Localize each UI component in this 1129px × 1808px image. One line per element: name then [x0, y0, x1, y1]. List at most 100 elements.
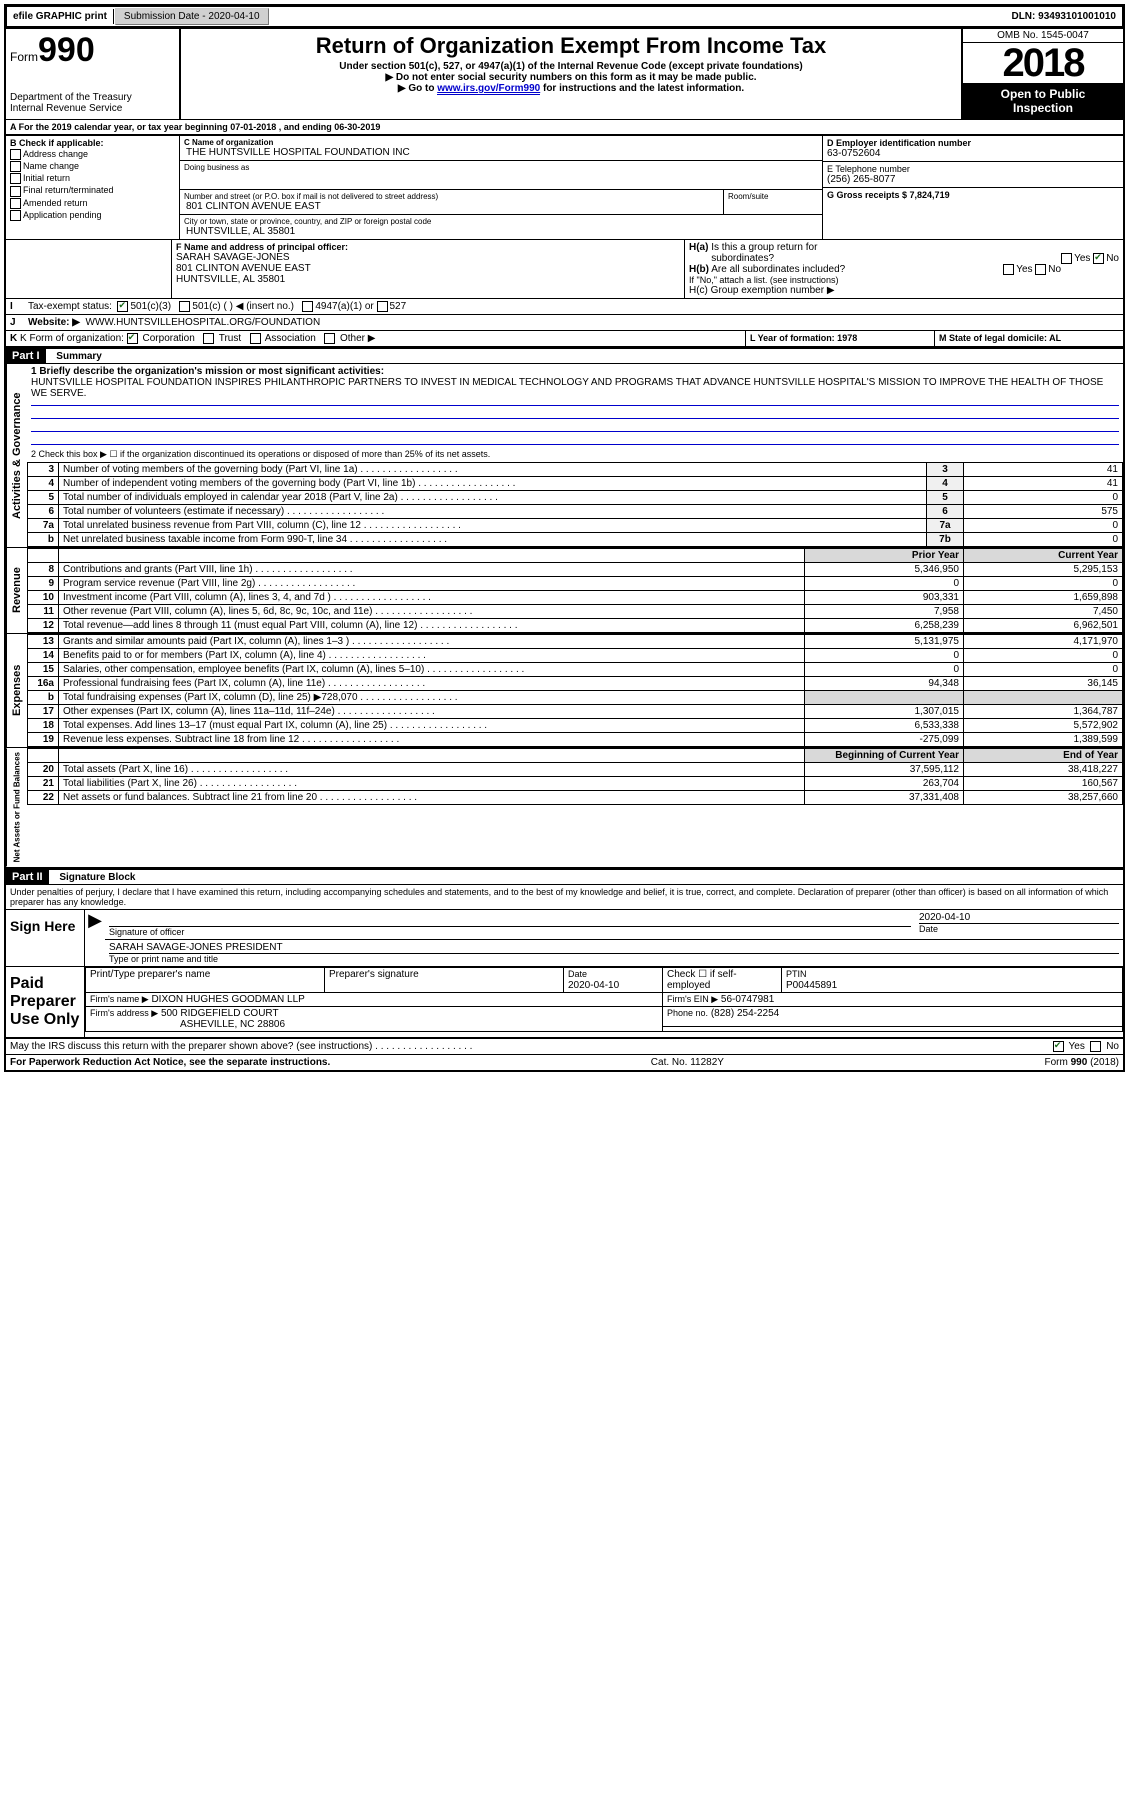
- part2-label: Part II: [6, 870, 49, 884]
- table-row: 18Total expenses. Add lines 13–17 (must …: [28, 719, 1123, 733]
- expenses-section: Expenses 13Grants and similar amounts pa…: [6, 633, 1123, 747]
- sign-here-block: Sign Here ▶ Signature of officer 2020-04…: [6, 909, 1123, 967]
- amended-return-checkbox[interactable]: Amended return: [10, 198, 175, 209]
- assoc-checkbox[interactable]: [250, 333, 261, 344]
- table-row: 14Benefits paid to or for members (Part …: [28, 649, 1123, 663]
- officer-name-label: Type or print name and title: [109, 953, 1119, 964]
- 4947-checkbox[interactable]: [302, 301, 313, 312]
- hb-note: If "No," attach a list. (see instruction…: [689, 275, 1119, 285]
- check-if-applicable-label: B Check if applicable:: [10, 138, 104, 148]
- table-row: 20Total assets (Part X, line 16)37,595,1…: [28, 763, 1123, 777]
- table-row: 3Number of voting members of the governi…: [28, 463, 1123, 477]
- revenue-section: Revenue Prior Year Current Year 8Contrib…: [6, 547, 1123, 633]
- ein-label: D Employer identification number: [827, 138, 1119, 148]
- submission-date-button[interactable]: Submission Date - 2020-04-10: [115, 8, 269, 25]
- part2-title: Signature Block: [51, 872, 135, 883]
- hc-exemption: H(c) Group exemption number ▶: [689, 285, 1119, 296]
- officer-label: F Name and address of principal officer:: [176, 242, 680, 252]
- prep-name-label: Print/Type preparer's name: [86, 967, 325, 992]
- hb-subordinates: H(b) Are all subordinates included? Yes …: [689, 264, 1119, 275]
- address-label: Number and street (or P.O. box if mail i…: [184, 192, 719, 201]
- vlabel-revenue: Revenue: [6, 548, 27, 633]
- table-row: bNet unrelated business taxable income f…: [28, 533, 1123, 547]
- table-row: 5Total number of individuals employed in…: [28, 491, 1123, 505]
- tax-year-line: A For the 2019 calendar year, or tax yea…: [6, 119, 1123, 135]
- current-year-header: Current Year: [964, 549, 1123, 563]
- table-row: 13Grants and similar amounts paid (Part …: [28, 635, 1123, 649]
- discuss-yes-checkbox[interactable]: [1053, 1041, 1064, 1052]
- state-domicile: M State of legal domicile: AL: [935, 331, 1123, 346]
- identification-block: B Check if applicable: Address change Na…: [6, 135, 1123, 239]
- efile-header: efile GRAPHIC print Submission Date - 20…: [6, 6, 1123, 27]
- part2-header-row: Part II Signature Block: [6, 868, 1123, 885]
- sig-date-label: Date: [919, 923, 1119, 934]
- final-return-checkbox[interactable]: Final return/terminated: [10, 185, 175, 196]
- sig-officer-label: Signature of officer: [109, 926, 911, 937]
- part1-label: Part I: [6, 349, 46, 363]
- name-change-checkbox[interactable]: Name change: [10, 161, 175, 172]
- officer-name: SARAH SAVAGE-JONES: [176, 252, 680, 263]
- vlabel-expenses: Expenses: [6, 634, 27, 747]
- table-row: 22Net assets or fund balances. Subtract …: [28, 791, 1123, 805]
- netassets-table: Beginning of Current Year End of Year 20…: [27, 748, 1123, 805]
- 501c-checkbox[interactable]: [179, 301, 190, 312]
- table-row: bTotal fundraising expenses (Part IX, co…: [28, 691, 1123, 705]
- part1-title: Summary: [48, 351, 102, 362]
- application-pending-checkbox[interactable]: Application pending: [10, 210, 175, 221]
- table-row: 8Contributions and grants (Part VIII, li…: [28, 563, 1123, 577]
- address-change-checkbox[interactable]: Address change: [10, 149, 175, 160]
- corp-checkbox[interactable]: [127, 333, 138, 344]
- table-row: 12Total revenue—add lines 8 through 11 (…: [28, 619, 1123, 633]
- discuss-row: May the IRS discuss this return with the…: [6, 1038, 1123, 1054]
- dba-label: Doing business as: [184, 163, 818, 172]
- table-row: 10Investment income (Part VIII, column (…: [28, 591, 1123, 605]
- ag-table: 3Number of voting members of the governi…: [27, 462, 1123, 547]
- form-title: Return of Organization Exempt From Incom…: [187, 33, 955, 59]
- l1-label: 1 Briefly describe the organization's mi…: [31, 366, 384, 377]
- sig-date: 2020-04-10: [919, 912, 1119, 923]
- vlabel-activities: Activities & Governance: [6, 364, 27, 547]
- form-number: Form990: [10, 31, 175, 70]
- boy-header: Beginning of Current Year: [805, 749, 964, 763]
- prior-year-header: Prior Year: [805, 549, 964, 563]
- table-row: 4Number of independent voting members of…: [28, 477, 1123, 491]
- address-value: 801 CLINTON AVENUE EAST: [184, 201, 719, 212]
- expenses-table: 13Grants and similar amounts paid (Part …: [27, 634, 1123, 747]
- instructions-note: ▶ Go to www.irs.gov/Form990 for instruct…: [187, 83, 955, 94]
- self-employed[interactable]: Check ☐ if self-employed: [663, 967, 782, 992]
- form-version: Form 990 (2018): [1045, 1057, 1119, 1068]
- pra-notice: For Paperwork Reduction Act Notice, see …: [10, 1057, 330, 1068]
- footer: For Paperwork Reduction Act Notice, see …: [6, 1054, 1123, 1070]
- city-label: City or town, state or province, country…: [184, 217, 818, 226]
- initial-return-checkbox[interactable]: Initial return: [10, 173, 175, 184]
- l2-text: 2 Check this box ▶ ☐ if the organization…: [27, 447, 1123, 462]
- netassets-section: Net Assets or Fund Balances Beginning of…: [6, 747, 1123, 867]
- officer-city: HUNTSVILLE, AL 35801: [176, 274, 680, 285]
- discuss-no-checkbox[interactable]: [1090, 1041, 1101, 1052]
- efile-label: efile GRAPHIC print: [7, 9, 114, 24]
- 527-checkbox[interactable]: [377, 301, 388, 312]
- table-row: 6Total number of volunteers (estimate if…: [28, 505, 1123, 519]
- table-row: 15Salaries, other compensation, employee…: [28, 663, 1123, 677]
- sign-arrow-icon: ▶: [85, 910, 105, 966]
- officer-addr: 801 CLINTON AVENUE EAST: [176, 263, 680, 274]
- table-row: 21Total liabilities (Part X, line 26)263…: [28, 777, 1123, 791]
- firm-addr: 500 RIDGEFIELD COURT: [161, 1008, 279, 1019]
- paid-preparer-label: Paid Preparer Use Only: [6, 967, 85, 1037]
- tax-year: 2018: [963, 43, 1123, 83]
- instructions-link[interactable]: www.irs.gov/Form990: [437, 83, 540, 95]
- table-row: 9Program service revenue (Part VIII, lin…: [28, 577, 1123, 591]
- phone-value: (256) 265-8077: [827, 174, 1119, 185]
- revenue-table: Prior Year Current Year 8Contributions a…: [27, 548, 1123, 633]
- org-name: THE HUNTSVILLE HOSPITAL FOUNDATION INC: [184, 147, 818, 158]
- klm-row: K K Form of organization: Corporation Tr…: [6, 331, 1123, 347]
- other-checkbox[interactable]: [324, 333, 335, 344]
- website-value: WWW.HUNTSVILLEHOSPITAL.ORG/FOUNDATION: [86, 317, 321, 328]
- 501c3-checkbox[interactable]: [117, 301, 128, 312]
- org-name-label: C Name of organization: [184, 138, 818, 147]
- tax-exempt-row: I Tax-exempt status: 501(c)(3) 501(c) ( …: [6, 298, 1123, 315]
- trust-checkbox[interactable]: [203, 333, 214, 344]
- cat-no: Cat. No. 11282Y: [651, 1057, 724, 1068]
- year-formation: L Year of formation: 1978: [746, 331, 935, 346]
- sign-here-label: Sign Here: [6, 910, 85, 966]
